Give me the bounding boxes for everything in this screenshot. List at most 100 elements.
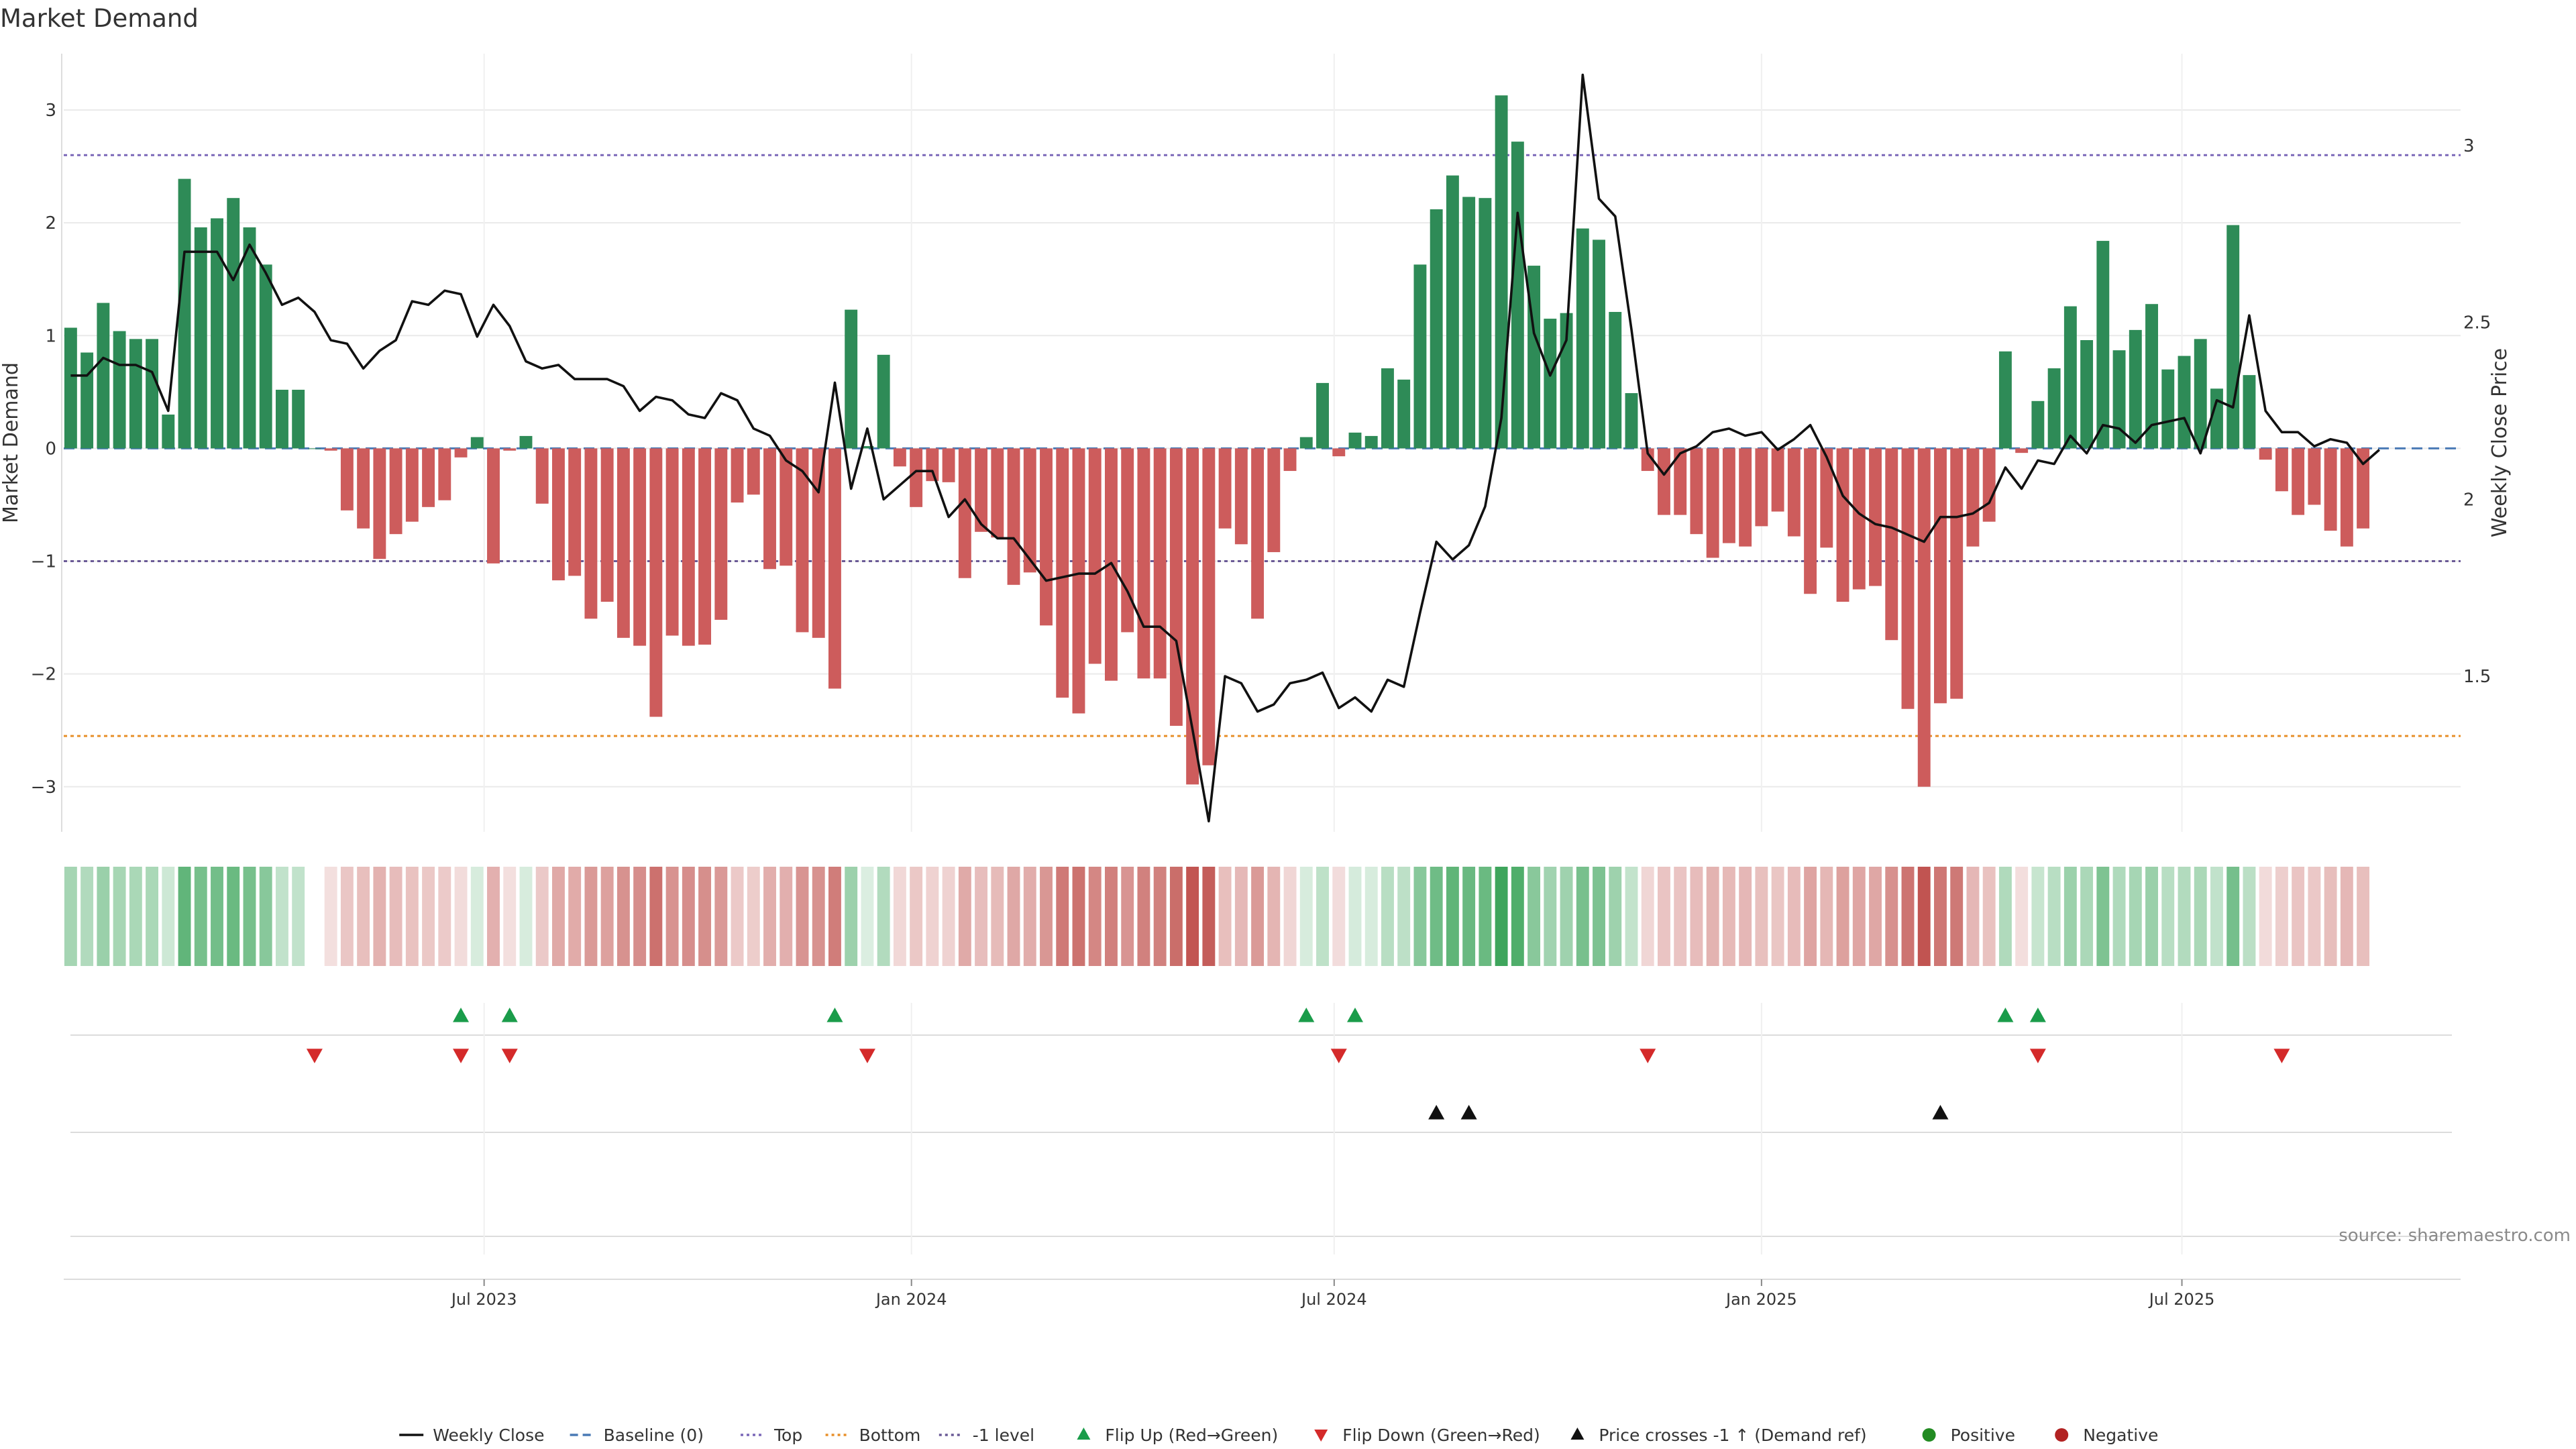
heat-cell (2161, 867, 2175, 966)
y-tick-label: 0 (45, 439, 56, 459)
demand-bar (178, 178, 191, 449)
heat-cell (146, 867, 159, 966)
demand-bar (1462, 197, 1476, 449)
demand-bar (1023, 448, 1036, 573)
heat-cell (470, 867, 484, 966)
demand-bar (812, 448, 825, 638)
legend-label: Positive (1951, 1426, 2015, 1445)
demand-bar (682, 448, 695, 646)
demand-bar (2259, 448, 2272, 460)
demand-bars (64, 95, 2370, 787)
heat-cell (1316, 867, 1329, 966)
heat-cell (828, 867, 841, 966)
heat-cell (535, 867, 549, 966)
heat-cell (1771, 867, 1784, 966)
heat-cell (1966, 867, 1980, 966)
legend-item: Top (741, 1426, 802, 1445)
demand-bar (1674, 448, 1687, 515)
demand-bar (1153, 448, 1167, 679)
heat-cell (568, 867, 582, 966)
demand-bar (991, 448, 1004, 538)
demand-bar (2112, 350, 2126, 449)
heat-cell (975, 867, 988, 966)
flip-down-marker (1330, 1049, 1347, 1063)
demand-bar (1950, 448, 1964, 699)
heat-cell (389, 867, 402, 966)
flip-down-marker (859, 1049, 875, 1063)
y-axis-label: Market Demand (0, 362, 23, 523)
demand-bar (1169, 448, 1183, 726)
heat-cell (1430, 867, 1443, 966)
heat-cell (259, 867, 272, 966)
heat-cell (438, 867, 451, 966)
legend-item: Weekly Close (399, 1426, 544, 1445)
demand-bar (714, 448, 728, 620)
demand-bar (373, 448, 386, 559)
heat-cell (1852, 867, 1866, 966)
demand-bar (129, 339, 142, 449)
heat-cell (1917, 867, 1931, 966)
heat-cell (633, 867, 647, 966)
heat-cell (2226, 867, 2240, 966)
heat-cell (422, 867, 435, 966)
x-tick-label: Jan 2025 (1725, 1290, 1797, 1309)
demand-bar (584, 448, 598, 619)
flip-down-marker (1640, 1049, 1656, 1063)
heat-cell (1218, 867, 1232, 966)
demand-bar (1267, 448, 1281, 553)
heat-cell (1982, 867, 1996, 966)
demand-bar (1430, 209, 1443, 449)
heat-cell (1462, 867, 1476, 966)
heat-cell (1251, 867, 1265, 966)
x-axis-ticks: Jul 2023 Jan 2024 Jul 2024 Jan 2025 Jul 2025 (450, 1279, 2214, 1309)
heat-cell (2080, 867, 2094, 966)
demand-bar (893, 448, 906, 467)
demand-bar (1869, 448, 1882, 586)
heat-cell (519, 867, 533, 966)
heat-cell (1674, 867, 1687, 966)
heat-cell (991, 867, 1004, 966)
demand-bar (1544, 319, 1557, 449)
demand-bar (1609, 311, 1622, 449)
y-tick-label: 1 (45, 326, 56, 346)
demand-bar (438, 448, 451, 500)
heat-cell (942, 867, 955, 966)
demand-bar (2357, 448, 2370, 529)
demand-bar (2145, 304, 2158, 449)
heat-cell (665, 867, 679, 966)
heat-cell (1820, 867, 1833, 966)
demand-bar (1218, 448, 1232, 529)
demand-bar (1982, 448, 1996, 522)
heat-cell (731, 867, 744, 966)
demand-bar (422, 448, 435, 507)
demand-bar (1364, 435, 1378, 449)
legend-item: Bottom (825, 1426, 920, 1445)
heat-cell (1755, 867, 1768, 966)
demand-bar (1820, 448, 1833, 548)
heat-cell (243, 867, 256, 966)
demand-bar (2308, 448, 2321, 505)
demand-bar (1804, 448, 1817, 594)
flip-down-marker (2273, 1049, 2290, 1063)
heat-cell (1609, 867, 1622, 966)
demand-bar (633, 448, 647, 646)
heat-cell (551, 867, 565, 966)
demand-bar (1576, 228, 1589, 449)
demand-bar (2080, 340, 2094, 449)
demand-bar (162, 414, 175, 449)
demand-bar (958, 448, 971, 578)
demand-bar (1787, 448, 1801, 537)
heat-cell (1299, 867, 1313, 966)
demand-bar (470, 437, 484, 449)
demand-bar (1234, 448, 1248, 545)
heat-cell (780, 867, 793, 966)
heat-cell (958, 867, 971, 966)
flip-up-marker (453, 1008, 470, 1022)
heat-cell (926, 867, 939, 966)
demand-bar (324, 448, 337, 451)
demand-bar (1007, 448, 1020, 585)
heat-cell (1153, 867, 1167, 966)
price-cross-marker (1932, 1105, 1949, 1120)
legend-swatch (1922, 1428, 1936, 1442)
demand-bar (975, 448, 988, 532)
